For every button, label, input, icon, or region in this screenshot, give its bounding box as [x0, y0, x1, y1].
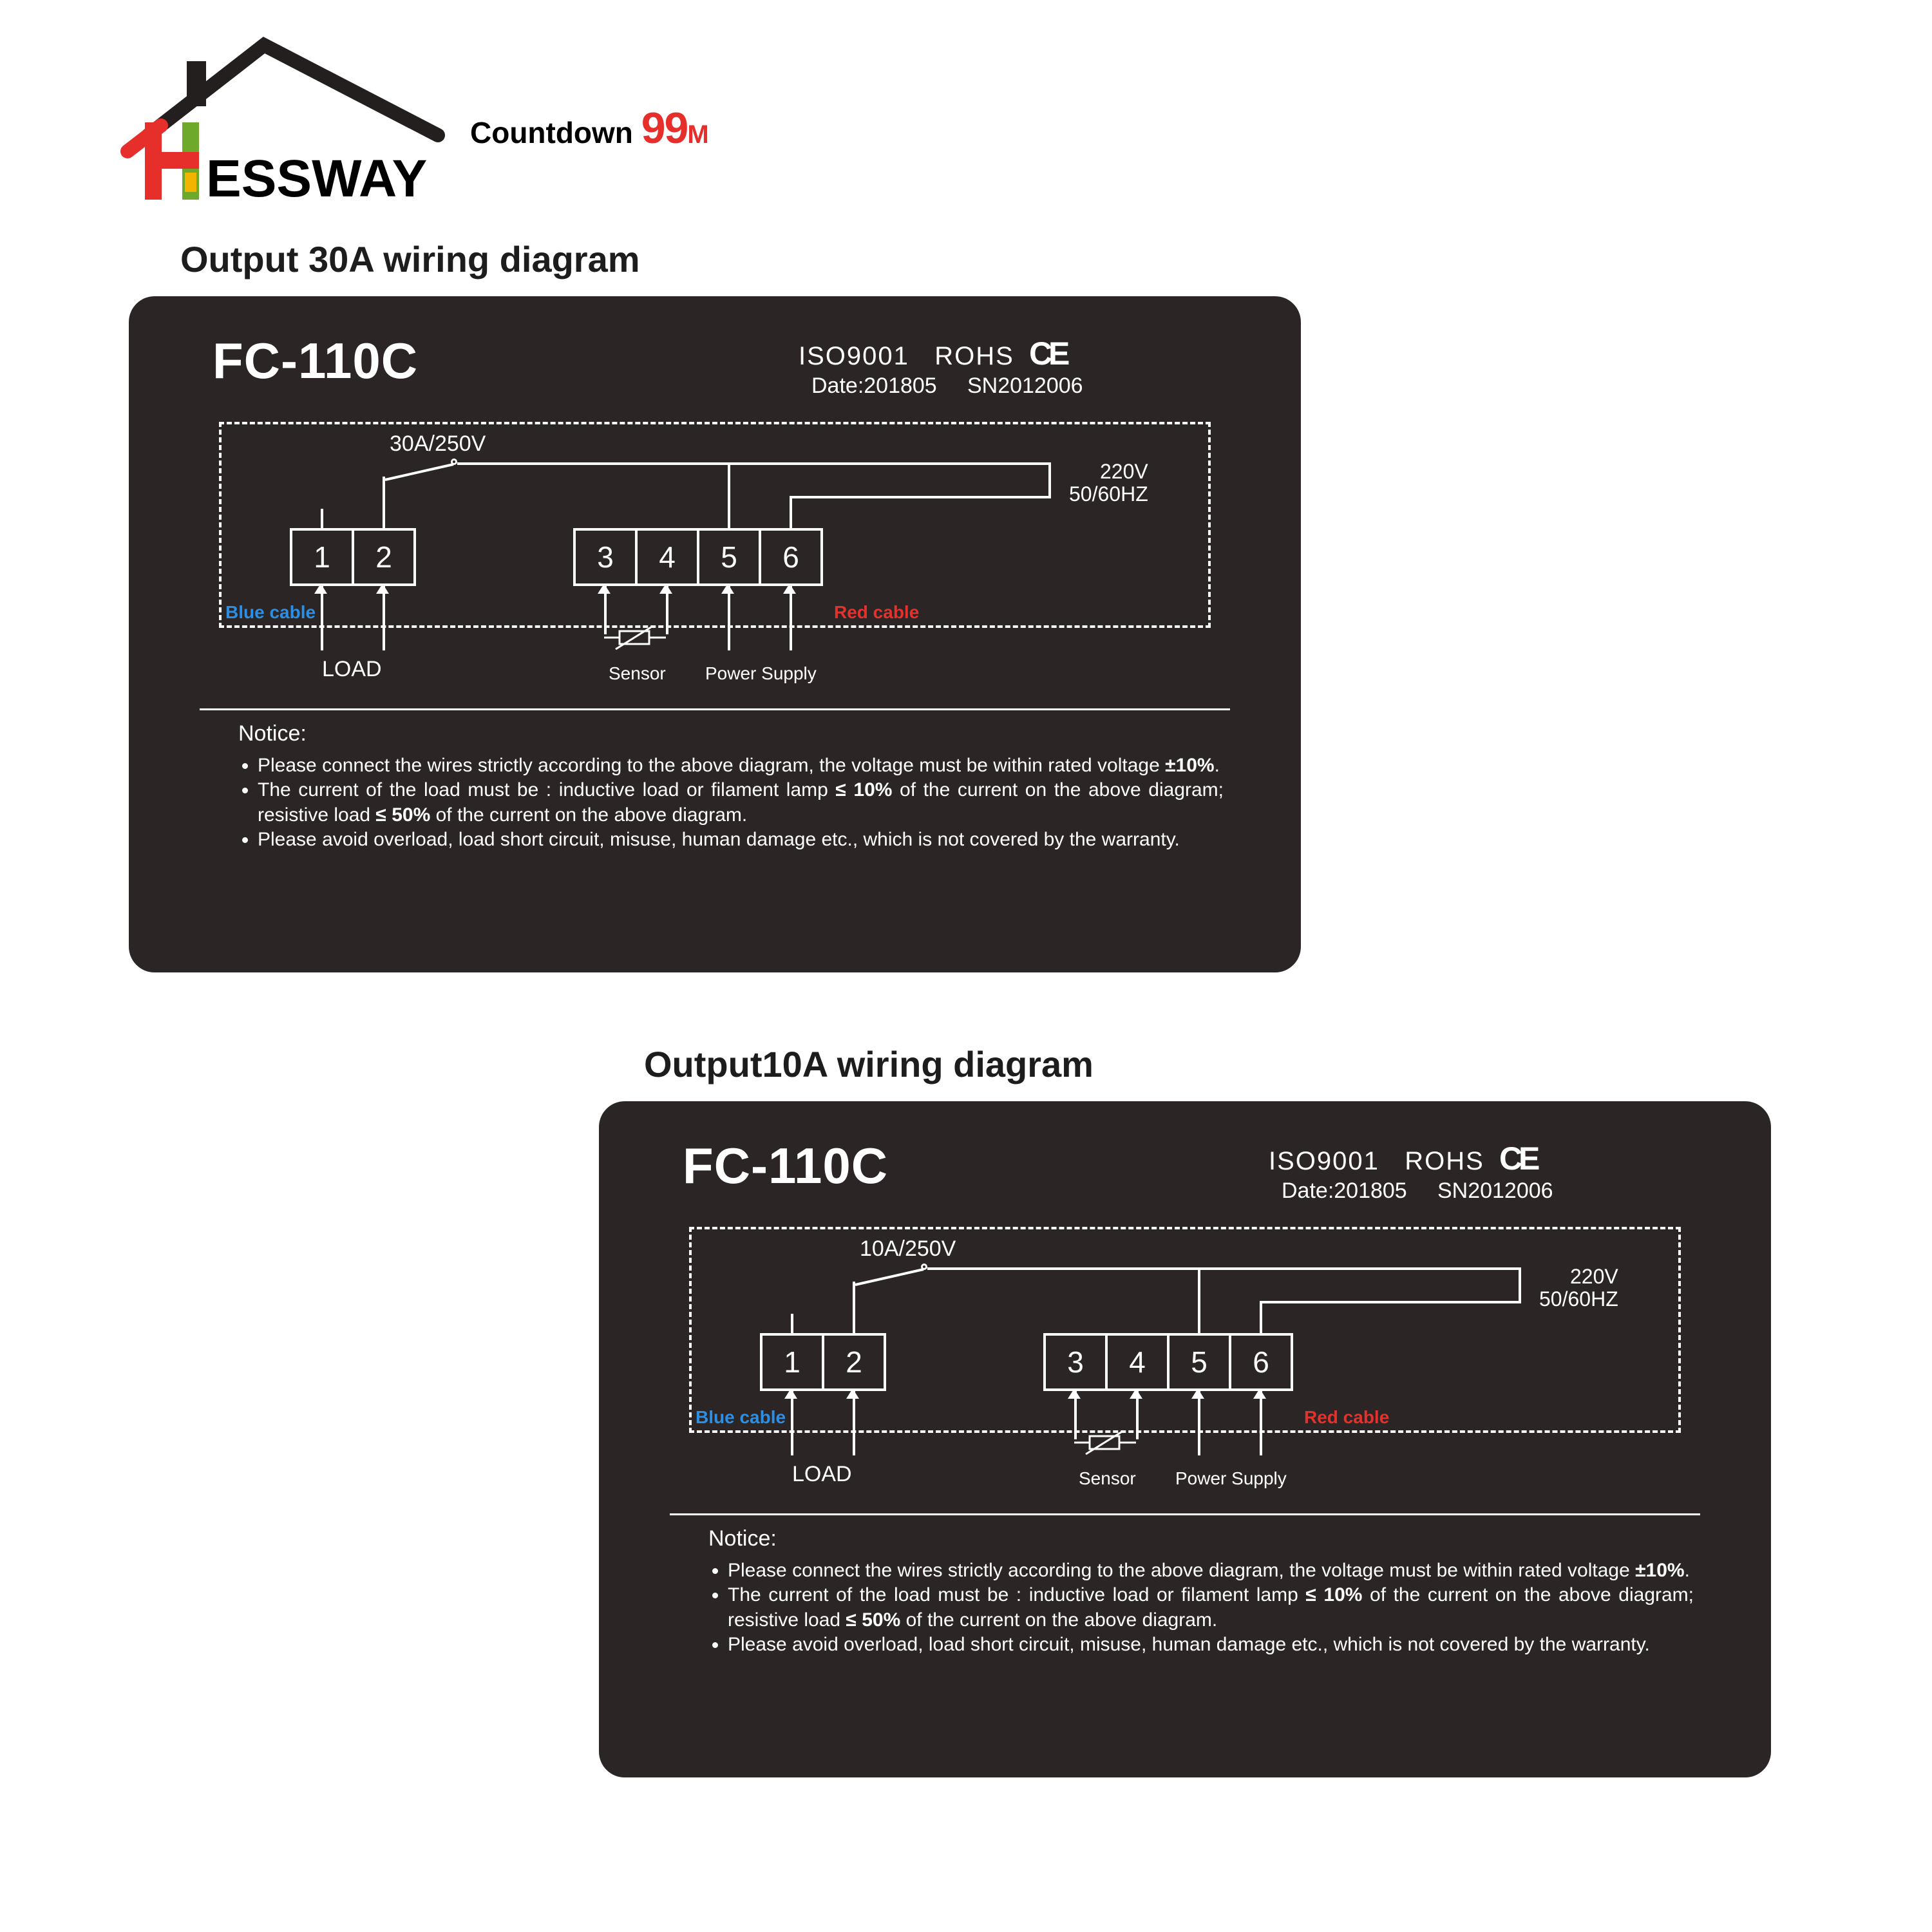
switch-node — [921, 1264, 927, 1270]
wire — [790, 586, 792, 650]
model-number: FC-110C — [213, 332, 418, 390]
terminal-5: 5 — [697, 528, 761, 586]
red-cable-label: Red cable — [834, 602, 919, 623]
notice-title: Notice: — [708, 1526, 777, 1551]
terminal-1: 1 — [760, 1333, 824, 1391]
notice-item: Please avoid overload, load short circui… — [258, 828, 1224, 852]
page: ESSWAY Countdown 99M Output 30A wiring d… — [0, 0, 1932, 1932]
wire — [791, 1314, 793, 1333]
model-number: FC-110C — [683, 1137, 888, 1195]
red-cable-label: Red cable — [1304, 1407, 1389, 1428]
wire — [791, 1391, 793, 1455]
relay-rating: 10A/250V — [860, 1236, 956, 1262]
terminal-3: 3 — [1043, 1333, 1108, 1391]
blue-cable-label: Blue cable — [225, 602, 316, 623]
notice-item: The current of the load must be : induct… — [258, 778, 1224, 828]
wire — [790, 496, 1050, 498]
wire — [457, 462, 1050, 465]
arrow-icon — [846, 1388, 859, 1399]
terminal-3: 3 — [573, 528, 638, 586]
section-title-30a: Output 30A wiring diagram — [180, 238, 640, 280]
plate-10a: FC-110C ISO9001 ROHS CE Date:201805 SN20… — [599, 1101, 1771, 1777]
terminal-2: 2 — [352, 528, 416, 586]
load-label: LOAD — [322, 657, 382, 682]
load-label: LOAD — [792, 1462, 852, 1487]
hessway-logo: ESSWAY — [116, 26, 451, 219]
relay-rating: 30A/250V — [390, 431, 486, 457]
terminal-2: 2 — [822, 1333, 886, 1391]
notice-item: Please connect the wires strictly accord… — [258, 753, 1224, 778]
arrow-icon — [598, 583, 611, 594]
wire — [790, 496, 792, 528]
divider — [200, 708, 1230, 710]
wire — [321, 509, 323, 528]
terminal-4: 4 — [1105, 1333, 1170, 1391]
arrow-icon — [376, 583, 389, 594]
countdown-label: Countdown 99M — [470, 103, 709, 153]
wire — [728, 462, 730, 528]
arrow-icon — [1068, 1388, 1081, 1399]
arrow-icon — [784, 1388, 797, 1399]
terminal-6: 6 — [759, 528, 823, 586]
wire — [1519, 1267, 1521, 1303]
notice-item: The current of the load must be : induct… — [728, 1583, 1694, 1633]
wire — [728, 586, 730, 650]
wire — [1198, 1391, 1200, 1455]
svg-text:ESSWAY: ESSWAY — [206, 149, 427, 208]
wiring-dashed-frame — [689, 1227, 1681, 1433]
terminal-5: 5 — [1167, 1333, 1231, 1391]
date-sn: Date:201805 SN2012006 — [811, 374, 1083, 399]
terminal-6: 6 — [1229, 1333, 1293, 1391]
ce-mark-icon: CE — [1499, 1141, 1536, 1177]
notice-list: Please connect the wires strictly accord… — [238, 753, 1224, 853]
wire — [1048, 462, 1051, 498]
countdown-value: 99 — [641, 104, 688, 153]
sensor-label: Sensor — [609, 663, 666, 684]
countdown-unit: M — [687, 120, 708, 149]
power-label: Power Supply — [705, 663, 817, 684]
terminal-1: 1 — [290, 528, 354, 586]
ce-mark-icon: CE — [1029, 336, 1066, 372]
plate-30a: FC-110C ISO9001 ROHS CE Date:201805 SN20… — [129, 296, 1301, 972]
arrow-icon — [783, 583, 796, 594]
wire — [1260, 1301, 1262, 1333]
wire — [1260, 1391, 1262, 1455]
power-label: Power Supply — [1175, 1468, 1287, 1489]
wire — [1260, 1301, 1520, 1303]
arrow-icon — [659, 583, 672, 594]
arrow-icon — [1253, 1388, 1266, 1399]
certifications: ISO9001 ROHS CE — [1269, 1140, 1536, 1177]
notice-item: Please avoid overload, load short circui… — [728, 1633, 1694, 1657]
wire — [853, 1391, 855, 1455]
supply-rating: 220V 50/60HZ — [1069, 460, 1148, 506]
arrow-icon — [1191, 1388, 1204, 1399]
terminal-4: 4 — [635, 528, 699, 586]
notice-title: Notice: — [238, 721, 307, 746]
section-title-10a: Output10A wiring diagram — [644, 1043, 1094, 1085]
supply-rating: 220V 50/60HZ — [1539, 1265, 1618, 1311]
arrow-icon — [314, 583, 327, 594]
arrow-icon — [1130, 1388, 1142, 1399]
notice-list: Please connect the wires strictly accord… — [708, 1558, 1694, 1658]
countdown-text: Countdown — [470, 116, 633, 149]
switch-node — [451, 459, 457, 465]
certifications: ISO9001 ROHS CE — [799, 335, 1066, 372]
wiring-dashed-frame — [219, 422, 1211, 628]
wire — [321, 586, 323, 650]
date-sn: Date:201805 SN2012006 — [1282, 1179, 1553, 1204]
divider — [670, 1513, 1700, 1515]
sensor-icon — [598, 625, 675, 663]
sensor-label: Sensor — [1079, 1468, 1136, 1489]
wire — [1198, 1267, 1200, 1333]
blue-cable-label: Blue cable — [696, 1407, 786, 1428]
wire — [927, 1267, 1520, 1270]
notice-item: Please connect the wires strictly accord… — [728, 1558, 1694, 1583]
arrow-icon — [721, 583, 734, 594]
sensor-icon — [1068, 1430, 1145, 1468]
wire — [383, 586, 385, 650]
